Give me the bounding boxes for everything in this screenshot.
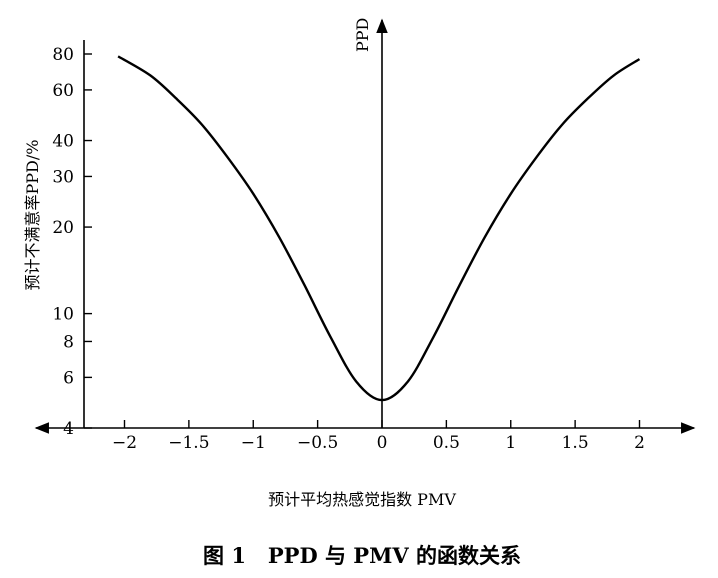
x-tick-label: 0	[377, 433, 388, 453]
y-tick-label: 80	[52, 45, 74, 65]
y-tick-label: 8	[63, 332, 74, 352]
x-tick-label: −1	[241, 433, 266, 453]
x-ticks: −2 −1.5 −1 −0.5 0 0.5 1 1.5 2	[112, 420, 645, 453]
x-tick-label: −0.5	[297, 433, 338, 453]
x-tick-label: 1.5	[562, 433, 589, 453]
x-tick-label: 1	[505, 433, 516, 453]
y-tick-label: 20	[52, 218, 74, 238]
x-tick-label: −2	[112, 433, 137, 453]
y-axis-label: 预计不满意率PPD/%	[23, 140, 42, 291]
y-ticks: 4 6 8 10 20 30 40 60 80	[52, 45, 92, 439]
x-tick-label: 2	[634, 433, 645, 453]
ppd-curve-line	[117, 55, 641, 402]
y-tick-label: 6	[63, 368, 74, 388]
x-tick-label: −1.5	[168, 433, 209, 453]
x-tick-label: 0.5	[433, 433, 460, 453]
y-tick-label: 4	[63, 419, 74, 439]
y-tick-label: 40	[52, 132, 74, 152]
y-tick-label: 30	[52, 167, 74, 187]
y-axis-center-title: PPD	[353, 18, 372, 52]
x-axis-label: 预计平均热感觉指数 PMV	[268, 490, 456, 509]
figure-caption: 图 1 PPD 与 PMV 的函数关系	[203, 543, 521, 568]
y-tick-label: 60	[52, 81, 74, 101]
y-tick-label: 10	[52, 305, 74, 325]
